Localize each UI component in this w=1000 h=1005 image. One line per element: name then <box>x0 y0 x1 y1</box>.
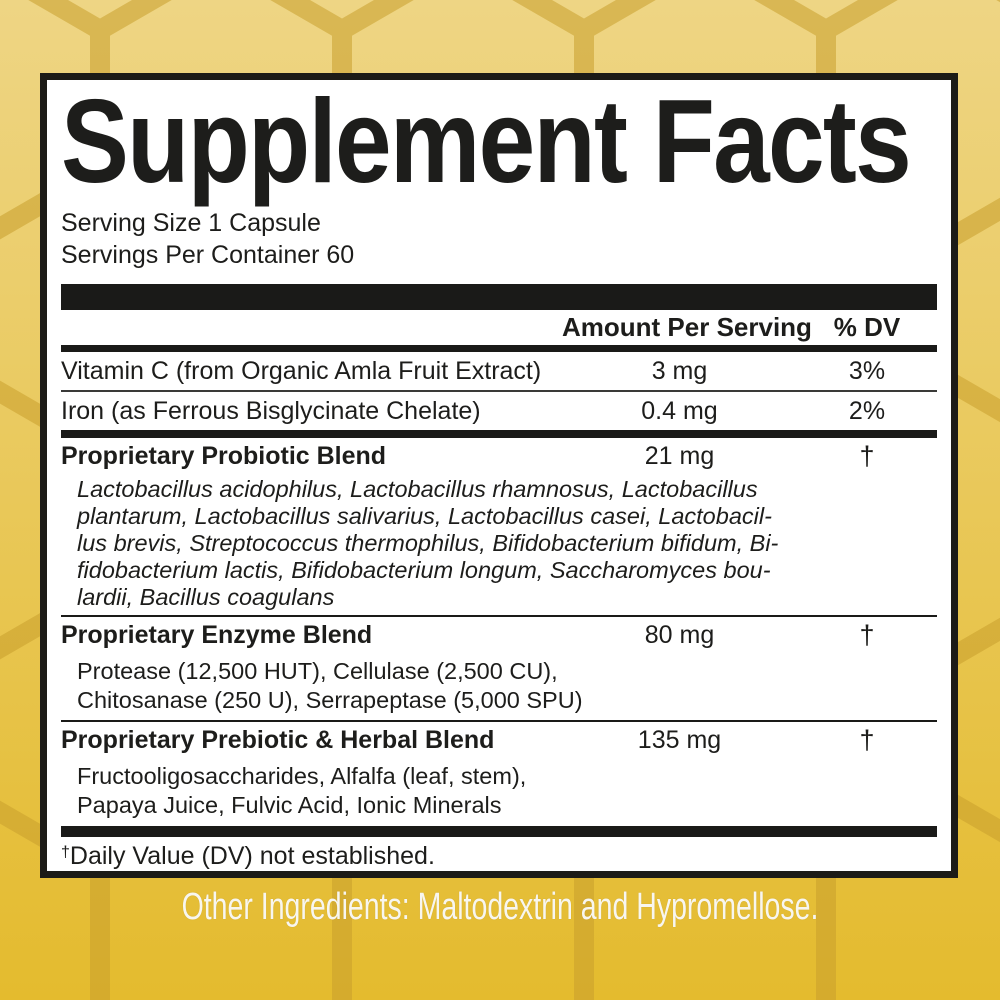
nutrient-amount: 0.4 mg <box>641 396 718 425</box>
nutrient-row-vitamin-c: Vitamin C (from Organic Amla Fruit Extra… <box>61 352 937 390</box>
dagger-symbol: † <box>859 724 875 755</box>
column-header-dv: % DV <box>833 312 901 343</box>
ingredient-line: plantarum, Lactobacillus salivarius, Lac… <box>77 503 772 530</box>
blend-amount: 135 mg <box>637 725 722 754</box>
ingredient-line: Protease (12,500 HUT), Cellulase (2,500 … <box>77 658 558 685</box>
dagger-symbol: † <box>859 440 875 471</box>
blend-row-prebiotic-herbal: Proprietary Prebiotic & Herbal Blend 135… <box>61 722 937 758</box>
blend-ingredients-probiotic: Lactobacillus acidophilus, Lactobacillus… <box>61 476 937 611</box>
ingredient-line: Fructooligosaccharides, Alfalfa (leaf, s… <box>77 763 527 790</box>
footnote-text: Daily Value (DV) not established. <box>69 841 435 870</box>
blend-ingredients-enzyme: Protease (12,500 HUT), Cellulase (2,500 … <box>61 657 937 715</box>
blend-amount: 80 mg <box>644 620 715 649</box>
serving-size: Serving Size 1 Capsule <box>61 209 321 238</box>
nutrient-amount: 3 mg <box>651 356 708 385</box>
ingredient-line: lardii, Bacillus coagulans <box>77 584 335 611</box>
thick-divider-bottom <box>61 826 937 838</box>
other-ingredients-text: Other Ingredients: Maltodextrin and Hypr… <box>181 886 819 928</box>
hairline-divider <box>61 390 937 393</box>
thick-divider <box>61 430 937 439</box>
servings-per-container: Servings Per Container 60 <box>61 241 355 270</box>
blend-amount: 21 mg <box>644 441 715 470</box>
ingredient-line: Papaya Juice, Fulvic Acid, Ionic Mineral… <box>77 792 502 819</box>
nutrient-dv: 3% <box>848 356 886 385</box>
hairline-divider <box>61 615 937 618</box>
nutrient-dv: 2% <box>848 396 886 425</box>
supplement-facts-panel: Supplement Facts Serving Size 1 Capsule … <box>40 73 958 878</box>
blend-row-probiotic: Proprietary Probiotic Blend 21 mg † <box>61 438 937 474</box>
ingredient-line: Chitosanase (250 U), Serrapeptase (5,000… <box>77 687 583 714</box>
blend-row-enzyme: Proprietary Enzyme Blend 80 mg † <box>61 617 937 653</box>
panel-title: Supplement Facts <box>61 75 912 208</box>
column-header-amount: Amount Per Serving <box>562 312 812 343</box>
divider-under-header <box>61 345 937 353</box>
nutrient-name: Iron (as Ferrous Bisglycinate Chelate) <box>61 396 481 425</box>
footnote-dagger: † <box>61 844 70 862</box>
thick-divider-top <box>61 284 937 311</box>
hairline-divider <box>61 720 937 723</box>
blend-name: Proprietary Prebiotic & Herbal Blend <box>61 725 495 754</box>
ingredient-line: fidobacterium lactis, Bifidobacterium lo… <box>77 557 771 584</box>
dagger-symbol: † <box>859 619 875 650</box>
column-header-row: Amount Per Serving % DV <box>61 310 937 345</box>
blend-name: Proprietary Probiotic Blend <box>61 441 387 470</box>
blend-ingredients-prebiotic-herbal: Fructooligosaccharides, Alfalfa (leaf, s… <box>61 762 937 820</box>
ingredient-line: Lactobacillus acidophilus, Lactobacillus… <box>77 476 758 503</box>
nutrient-row-iron: Iron (as Ferrous Bisglycinate Chelate) 0… <box>61 392 937 430</box>
nutrient-name: Vitamin C (from Organic Amla Fruit Extra… <box>61 356 542 385</box>
ingredient-line: lus brevis, Streptococcus thermophilus, … <box>77 530 779 557</box>
daily-value-footnote: † Daily Value (DV) not established. <box>61 837 937 871</box>
blend-name: Proprietary Enzyme Blend <box>61 620 373 649</box>
